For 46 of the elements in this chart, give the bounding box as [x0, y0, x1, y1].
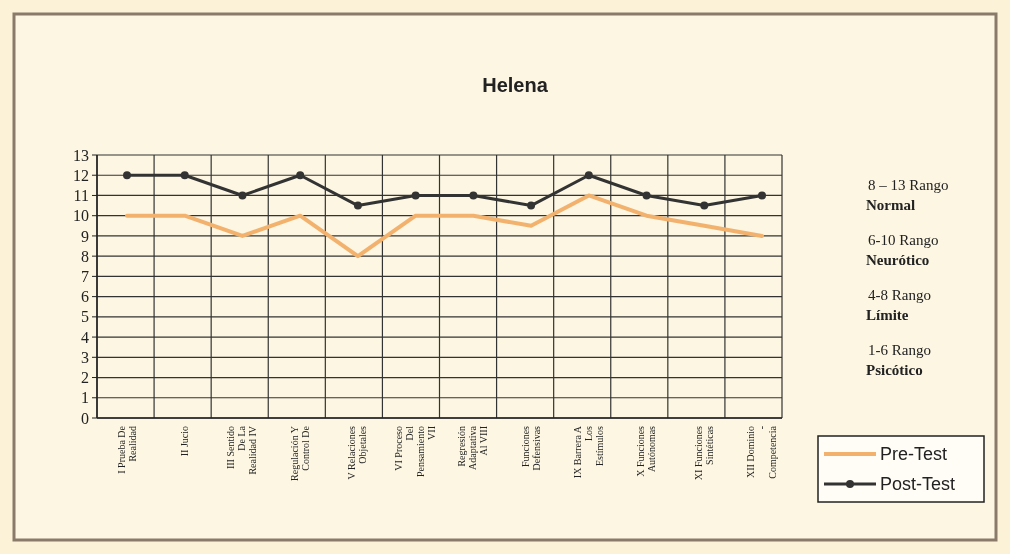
legend-label: Post-Test [880, 474, 956, 495]
point [353, 201, 362, 210]
point [758, 191, 766, 200]
x-tick-label: I Prueba De Realidad [115, 425, 138, 474]
x-tick-label: X Funciones Autónomas [635, 425, 658, 477]
x-tick-label: XII Dominio - Competencia [745, 425, 778, 479]
point [296, 171, 305, 180]
chart-title: Helena [482, 74, 549, 96]
y-tick-label: 7 [81, 267, 89, 285]
y-tick-label: 9 [81, 227, 89, 245]
x-tick-label: III Sentido De La Realidad IV [225, 425, 259, 475]
line-series [125, 193, 764, 259]
y-tick-label: 11 [73, 187, 89, 205]
x-tick-label: II Jucio [178, 426, 190, 457]
point [180, 171, 189, 180]
point [469, 191, 478, 200]
x-tick-label: VI Proceso Del Pensamiento VII [393, 425, 438, 478]
y-tick-label: 1 [81, 389, 89, 407]
point [700, 201, 709, 210]
text: 1-6 Rango Psicótico [866, 342, 931, 378]
point [238, 191, 247, 200]
y-tick-label: 10 [73, 207, 89, 225]
y-tick-label: 13 [73, 146, 89, 164]
x-tick-label: XI Funciones Sintéticas [692, 425, 715, 481]
text: 6-10 Rango Neurótico [866, 232, 939, 268]
x-tick-label: V Relaciones Objetales [346, 425, 369, 480]
y-tick-label: 4 [81, 328, 89, 346]
y-tick-label: 5 [81, 308, 89, 326]
x-tick-label: Regresión Adaptativa Al VIII [456, 425, 490, 470]
legend-label: Pre-Test [880, 444, 948, 465]
x-tick-label: Funciones Defensivas [519, 425, 542, 471]
y-tick-label: 6 [81, 288, 89, 306]
y-tick-label: 12 [73, 166, 89, 184]
point [123, 171, 131, 180]
x-tick-label: IX Barrera A Los Estímulos [571, 425, 605, 479]
point [584, 171, 593, 180]
y-tick-label: 2 [81, 369, 89, 387]
y-tick-label: 0 [81, 409, 89, 427]
point [527, 201, 536, 210]
text: 4-8 Rango Límite [866, 287, 931, 323]
y-tick-label: 3 [81, 348, 89, 366]
point [642, 191, 651, 200]
x-tick-label: Regulación Y Control De [288, 425, 311, 481]
text: 8 – 13 Rango Normal [866, 177, 949, 213]
point [411, 191, 420, 200]
y-tick-label: 8 [81, 247, 89, 265]
